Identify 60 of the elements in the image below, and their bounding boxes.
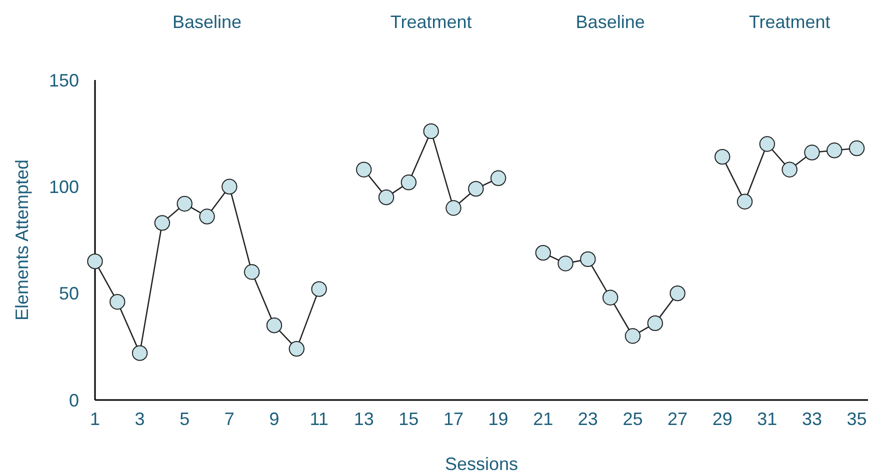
point (356, 162, 372, 178)
y-tick-label: 150 (48, 70, 79, 90)
point (804, 144, 820, 160)
point (176, 196, 192, 212)
point (624, 328, 641, 344)
point (132, 345, 148, 361)
x-tick-label: 7 (224, 408, 234, 429)
x-axis-title: Sessions (444, 454, 518, 474)
point (759, 136, 776, 152)
x-tick-label: 17 (443, 408, 464, 429)
x-tick-label: 27 (668, 408, 688, 429)
point (154, 215, 170, 231)
point (87, 253, 103, 270)
text: Treatment (390, 12, 472, 32)
point (423, 123, 439, 140)
y-tick-label: 0 (68, 390, 79, 410)
point (378, 189, 394, 206)
x-tick-label: 11 (310, 408, 328, 429)
y-tick-label: 50 (58, 284, 79, 304)
x-tick-label: 29 (712, 408, 732, 429)
point (288, 340, 305, 357)
text: Treatment (748, 12, 830, 32)
x-tick-label: 19 (488, 408, 508, 429)
point (602, 290, 618, 306)
point (580, 251, 596, 268)
x-tick-label: 15 (398, 408, 419, 429)
point (670, 285, 686, 302)
point (446, 200, 462, 216)
point (848, 140, 865, 156)
y-tick-label: 100 (48, 176, 79, 197)
x-tick-label: 33 (802, 408, 822, 429)
text: Baseline (172, 12, 242, 32)
point (490, 170, 506, 186)
x-tick-label: 21 (533, 408, 554, 429)
point (826, 142, 842, 158)
text: Baseline (576, 12, 645, 32)
x-tick-label: 13 (354, 408, 374, 429)
point (110, 294, 126, 310)
point (244, 264, 260, 280)
x-tick-label: 25 (622, 408, 643, 429)
point (400, 174, 417, 190)
point (199, 208, 215, 224)
point (736, 194, 753, 210)
point (782, 162, 798, 178)
point (468, 180, 484, 197)
point (558, 256, 574, 272)
point (311, 281, 327, 297)
x-tick-label: 3 (134, 408, 145, 429)
x-tick-label: 31 (757, 408, 778, 429)
x-tick-label: 9 (269, 408, 280, 429)
x-tick-label: 1 (90, 408, 100, 429)
x-tick-label: 5 (180, 408, 190, 429)
point (647, 315, 663, 332)
x-tick-label: 35 (846, 408, 867, 429)
y-axis-title: Elements Attempted (12, 159, 32, 321)
point (714, 148, 730, 165)
point (222, 178, 238, 195)
point (535, 244, 551, 261)
x-tick-label: 23 (578, 408, 598, 429)
point (266, 317, 282, 334)
